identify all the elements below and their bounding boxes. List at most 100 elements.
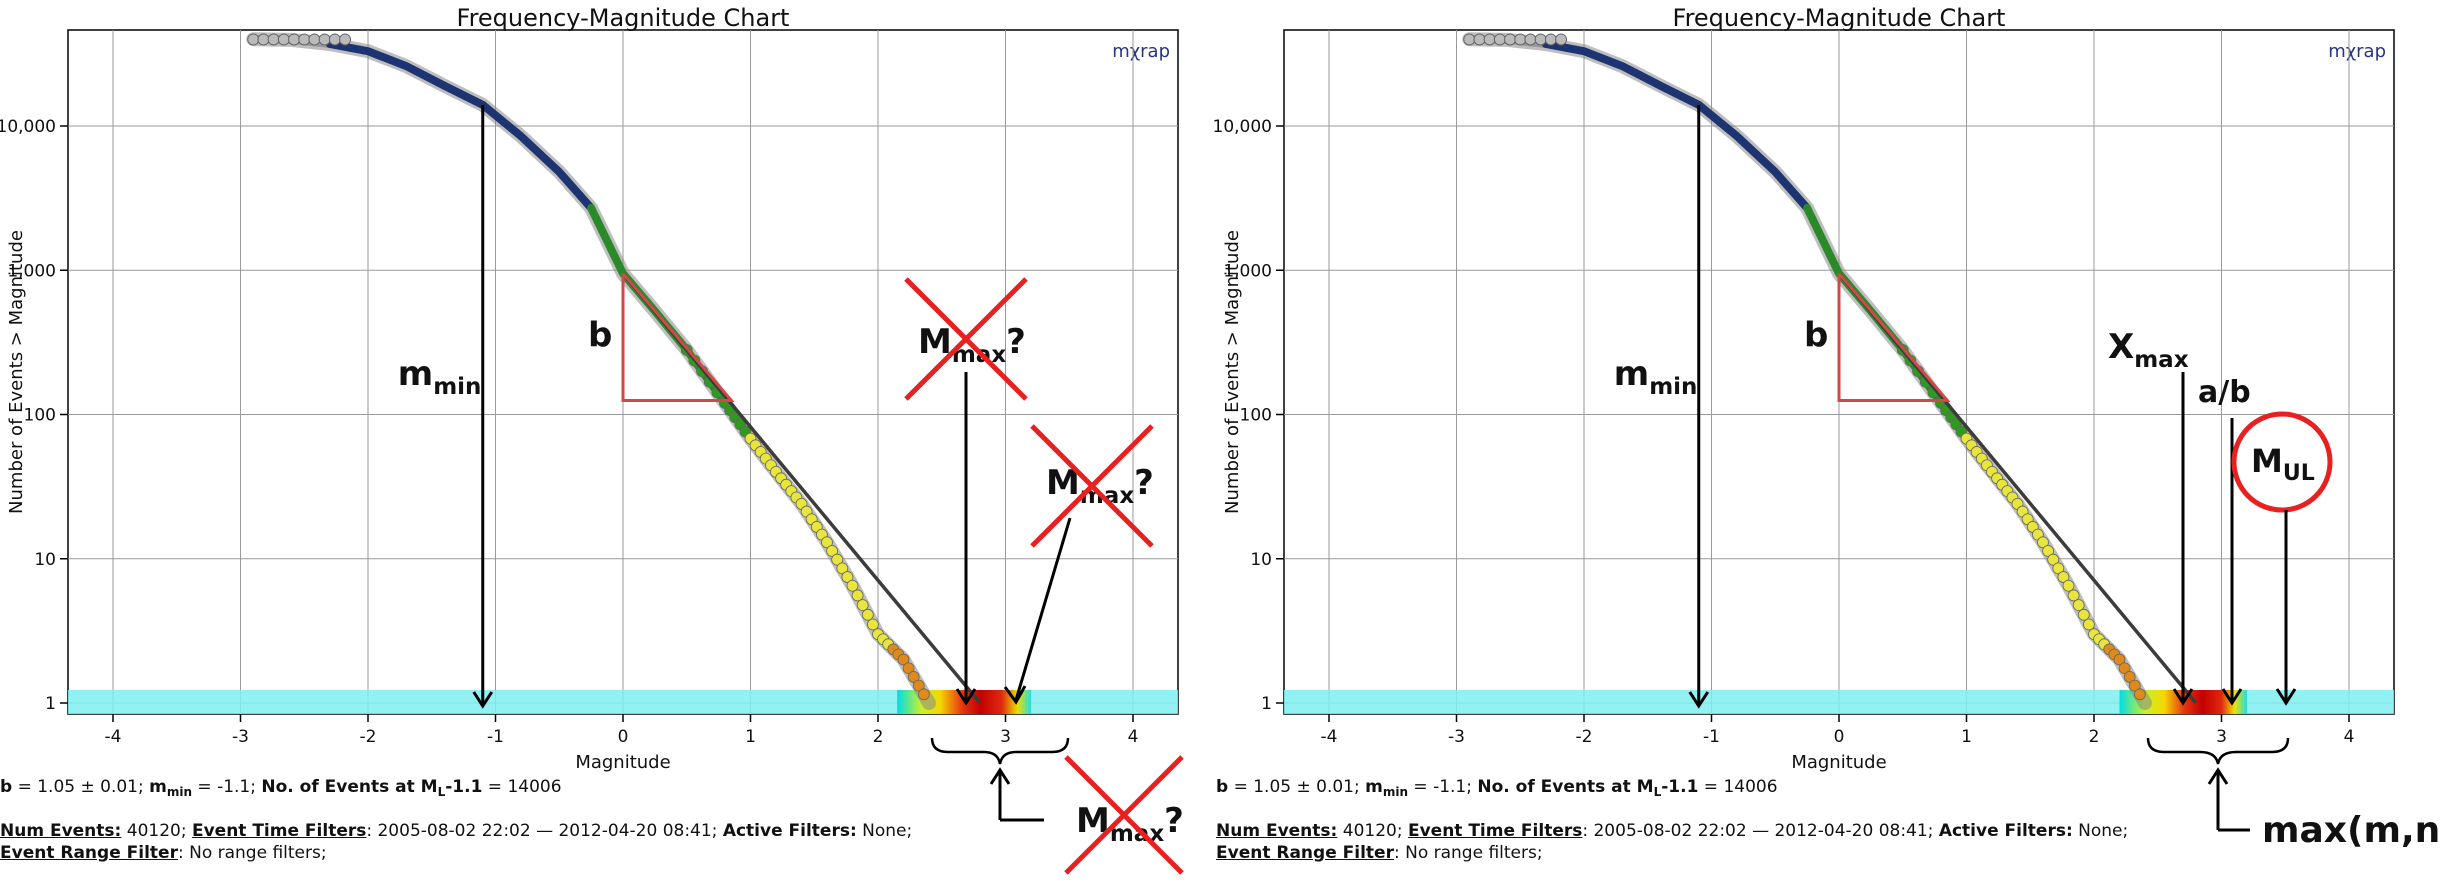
y-axis-label: Number of Events > Magnitude (6, 230, 27, 514)
data-point (912, 679, 925, 692)
logo-mxrap: mχrap (1112, 41, 1170, 62)
data-point-start (277, 33, 290, 46)
data-point (856, 599, 869, 612)
data-point-start (1534, 33, 1547, 46)
data-point-start (339, 33, 352, 46)
data-point (2113, 653, 2126, 666)
x-tick-label: -2 (360, 727, 377, 747)
x-axis-label: Magnitude (1791, 752, 1886, 773)
data-point (2118, 662, 2131, 675)
x-tick-label: 0 (1834, 727, 1845, 747)
data-point (902, 662, 915, 675)
logo-mxrap: mχrap (2328, 41, 2386, 62)
mmin-annotation: mmin (1614, 354, 1698, 400)
data-point-start (1524, 33, 1537, 46)
y-tick-label: 10,000 (0, 117, 56, 137)
data-point (867, 618, 879, 631)
data-point (2047, 553, 2060, 566)
data-point (831, 553, 844, 566)
y-tick-label: 100 (1240, 406, 1272, 426)
x-tick-label: -2 (1576, 727, 1593, 747)
b-slope-triangle (1837, 272, 1951, 402)
data-point (907, 671, 920, 683)
data-point (2067, 589, 2080, 602)
y-axis-label: Number of Events > Magnitude (1222, 230, 1243, 514)
stats-line-left: b = 1.05 ± 0.01; mmin = -1.1; No. of Eve… (0, 777, 562, 799)
mmax-arrow-2-head (1003, 685, 1027, 705)
data-point (2123, 671, 2136, 683)
mmax-arrow-2 (1014, 517, 1072, 701)
x-tick-label: -4 (105, 727, 122, 747)
b-annotation: b (588, 315, 612, 355)
data-point-start (1555, 33, 1568, 46)
data-point (851, 589, 864, 602)
data-point (897, 653, 910, 666)
x-tick-label: 3 (2216, 727, 2227, 747)
mmax-cross-1-b (904, 277, 1028, 401)
data-point (918, 688, 930, 701)
data-point (861, 608, 874, 621)
data-point (2042, 545, 2055, 557)
data-point (2082, 618, 2095, 631)
x-tick-label: -3 (1448, 727, 1465, 747)
brace-pointer-right-head (2207, 767, 2229, 785)
data-point-start (247, 33, 260, 46)
range-brace-left (930, 737, 1070, 765)
brace-pointer-left-head (989, 767, 1011, 785)
data-point (2072, 599, 2085, 612)
data-point (2057, 571, 2070, 583)
x-tick-label: 4 (1128, 727, 1139, 747)
mmax-cross-2-b (1030, 424, 1154, 548)
data-point (2062, 579, 2075, 592)
curve-segment-blue (1541, 40, 1812, 212)
mul-annotation: MUL (2251, 442, 2315, 486)
data-point-start (318, 33, 331, 46)
data-point-start (328, 33, 341, 46)
stats-line-right: b = 1.05 ± 0.01; mmin = -1.1; No. of Eve… (1216, 777, 1778, 799)
x-tick-label: 2 (2089, 727, 2100, 747)
x-tick-label: 1 (1961, 727, 1972, 747)
x-axis-label: Magnitude (575, 752, 670, 773)
curve-segment-blue (325, 40, 596, 212)
x-tick-label: 4 (2344, 727, 2355, 747)
data-point (841, 571, 854, 583)
b-slope-triangle (621, 272, 735, 402)
data-point (846, 579, 859, 592)
data-point (826, 545, 838, 557)
data-point (2037, 536, 2049, 549)
x-tick-label: 3 (1000, 727, 1011, 747)
data-point-start (1483, 33, 1496, 46)
y-tick-label: 1 (45, 694, 56, 714)
y-tick-label: 10,000 (1213, 117, 1272, 137)
x-tick-label: -1 (1703, 727, 1720, 747)
data-point-start (1514, 33, 1527, 46)
data-point-start (308, 33, 321, 46)
data-point (2052, 562, 2065, 575)
data-point-start (267, 33, 280, 46)
x-tick-label: -4 (1321, 727, 1338, 747)
mmax-cross-3-b (1064, 755, 1184, 875)
y-tick-label: 100 (24, 406, 56, 426)
data-point-start (1504, 33, 1517, 46)
mmin-arrow-head (1688, 691, 1710, 709)
ab-arrow-head (2221, 688, 2243, 706)
x-tick-label: 0 (618, 727, 629, 747)
xmax-annotation: Xmax (2108, 327, 2189, 373)
data-point (2077, 608, 2090, 621)
y-tick-label: 10 (1250, 550, 1272, 570)
data-point-start (1473, 33, 1486, 46)
data-point-start (298, 33, 311, 46)
filters-left: Num Events: 40120; Event Time Filters: 2… (0, 821, 913, 863)
maxmn-annotation: max(m,n) (2262, 810, 2440, 851)
data-point-start (1493, 33, 1506, 46)
data-point-start (288, 33, 301, 46)
range-brace-right (2146, 737, 2290, 765)
x-tick-label: -3 (232, 727, 249, 747)
chart-title: Frequency-Magnitude Chart (1673, 4, 2006, 32)
mul-circle (2231, 411, 2333, 513)
b-annotation: b (1804, 315, 1828, 355)
y-tick-label: 1,000 (1223, 261, 1272, 281)
y-tick-label: 1 (1261, 694, 1272, 714)
